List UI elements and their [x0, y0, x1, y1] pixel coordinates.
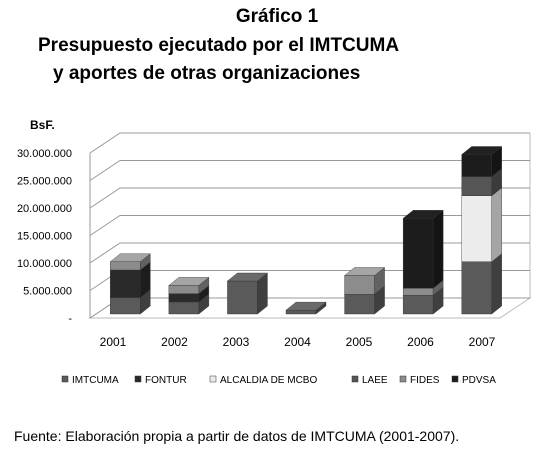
bar-segment-side: [432, 209, 444, 289]
bar-segment-top: [109, 253, 151, 262]
chart-title: Gráfico 1: [235, 6, 319, 27]
bar-segment: [110, 261, 141, 271]
x-tick-label: 2005: [346, 335, 373, 349]
x-tick-label: 2003: [223, 335, 250, 349]
legend-label: PDVSA: [462, 375, 496, 386]
bar-segment: [461, 195, 492, 262]
y-tick-label: 15.000.000: [17, 231, 72, 243]
chart-subtitle-line2: y aportes de otras organizaciones: [53, 63, 361, 84]
legend-swatch: [451, 375, 459, 383]
x-tick-label: 2004: [284, 335, 311, 349]
legend-swatch: [351, 375, 359, 383]
y-tick-label: 20.000.000: [17, 203, 72, 215]
gridline: [89, 242, 530, 264]
bar-segment: [110, 297, 141, 315]
legend-label: FIDES: [410, 375, 440, 386]
bar-segment-side: [491, 187, 502, 263]
y-tick-label: 25.000.000: [17, 176, 72, 188]
x-tick-label: 2006: [407, 335, 434, 349]
legend-label: IMTCUMA: [72, 375, 119, 386]
bar-segment-top: [461, 146, 503, 155]
legend-swatch: [399, 375, 407, 383]
y-tick-label: 10.000.000: [17, 258, 72, 270]
bar-segment: [285, 309, 317, 315]
bar-segment: [110, 269, 141, 298]
stacked-bar-chart: - 5.000.000 10.000.000 15.000.000 20.000.000…: [17, 118, 532, 386]
bar-segment: [344, 294, 375, 315]
bar-segment: [461, 176, 492, 196]
bar-segment-top: [285, 301, 327, 311]
bar-segment-side: [491, 253, 502, 315]
bar-segment: [227, 280, 258, 315]
y-tick-label: 5.000.000: [23, 286, 72, 298]
gridline: [89, 187, 530, 209]
bar-segment-top: [226, 272, 268, 282]
gridline: [89, 215, 530, 236]
y-axis-label: BsF.: [30, 118, 55, 132]
bar-segment: [402, 287, 434, 296]
legend-swatch: [61, 375, 69, 383]
bar-segment: [461, 154, 492, 177]
y-tick-label: -: [68, 313, 72, 325]
bar-segment-top: [402, 210, 444, 219]
chart-subtitle-line1: Presupuesto ejecutado por el IMTCUMA: [38, 35, 400, 56]
bar-segment: [168, 293, 200, 303]
legend-label: LAEE: [362, 375, 388, 386]
x-tick-label: 2007: [469, 335, 496, 349]
legend-label: ALCALDIA DE MCBO: [220, 375, 317, 386]
bar-segment: [402, 295, 434, 315]
bar-segment: [461, 261, 492, 315]
bar-segment: [168, 301, 200, 315]
bar-segment: [344, 275, 375, 295]
bar-segment: [402, 218, 434, 289]
bar-segment-top: [344, 267, 386, 276]
legend-swatch: [209, 375, 217, 383]
bar-segment: [168, 285, 200, 294]
source-note: Fuente: Elaboración propia a partir de d…: [14, 428, 460, 444]
x-tick-label: 2001: [100, 335, 127, 349]
legend-swatch: [134, 375, 142, 383]
gridline: [89, 160, 530, 181]
x-tick-label: 2002: [161, 335, 188, 349]
y-tick-label: 30.000.000: [17, 148, 72, 160]
bar-segment-top: [168, 277, 210, 286]
gridline: [89, 132, 530, 154]
legend-label: FONTUR: [145, 375, 187, 386]
